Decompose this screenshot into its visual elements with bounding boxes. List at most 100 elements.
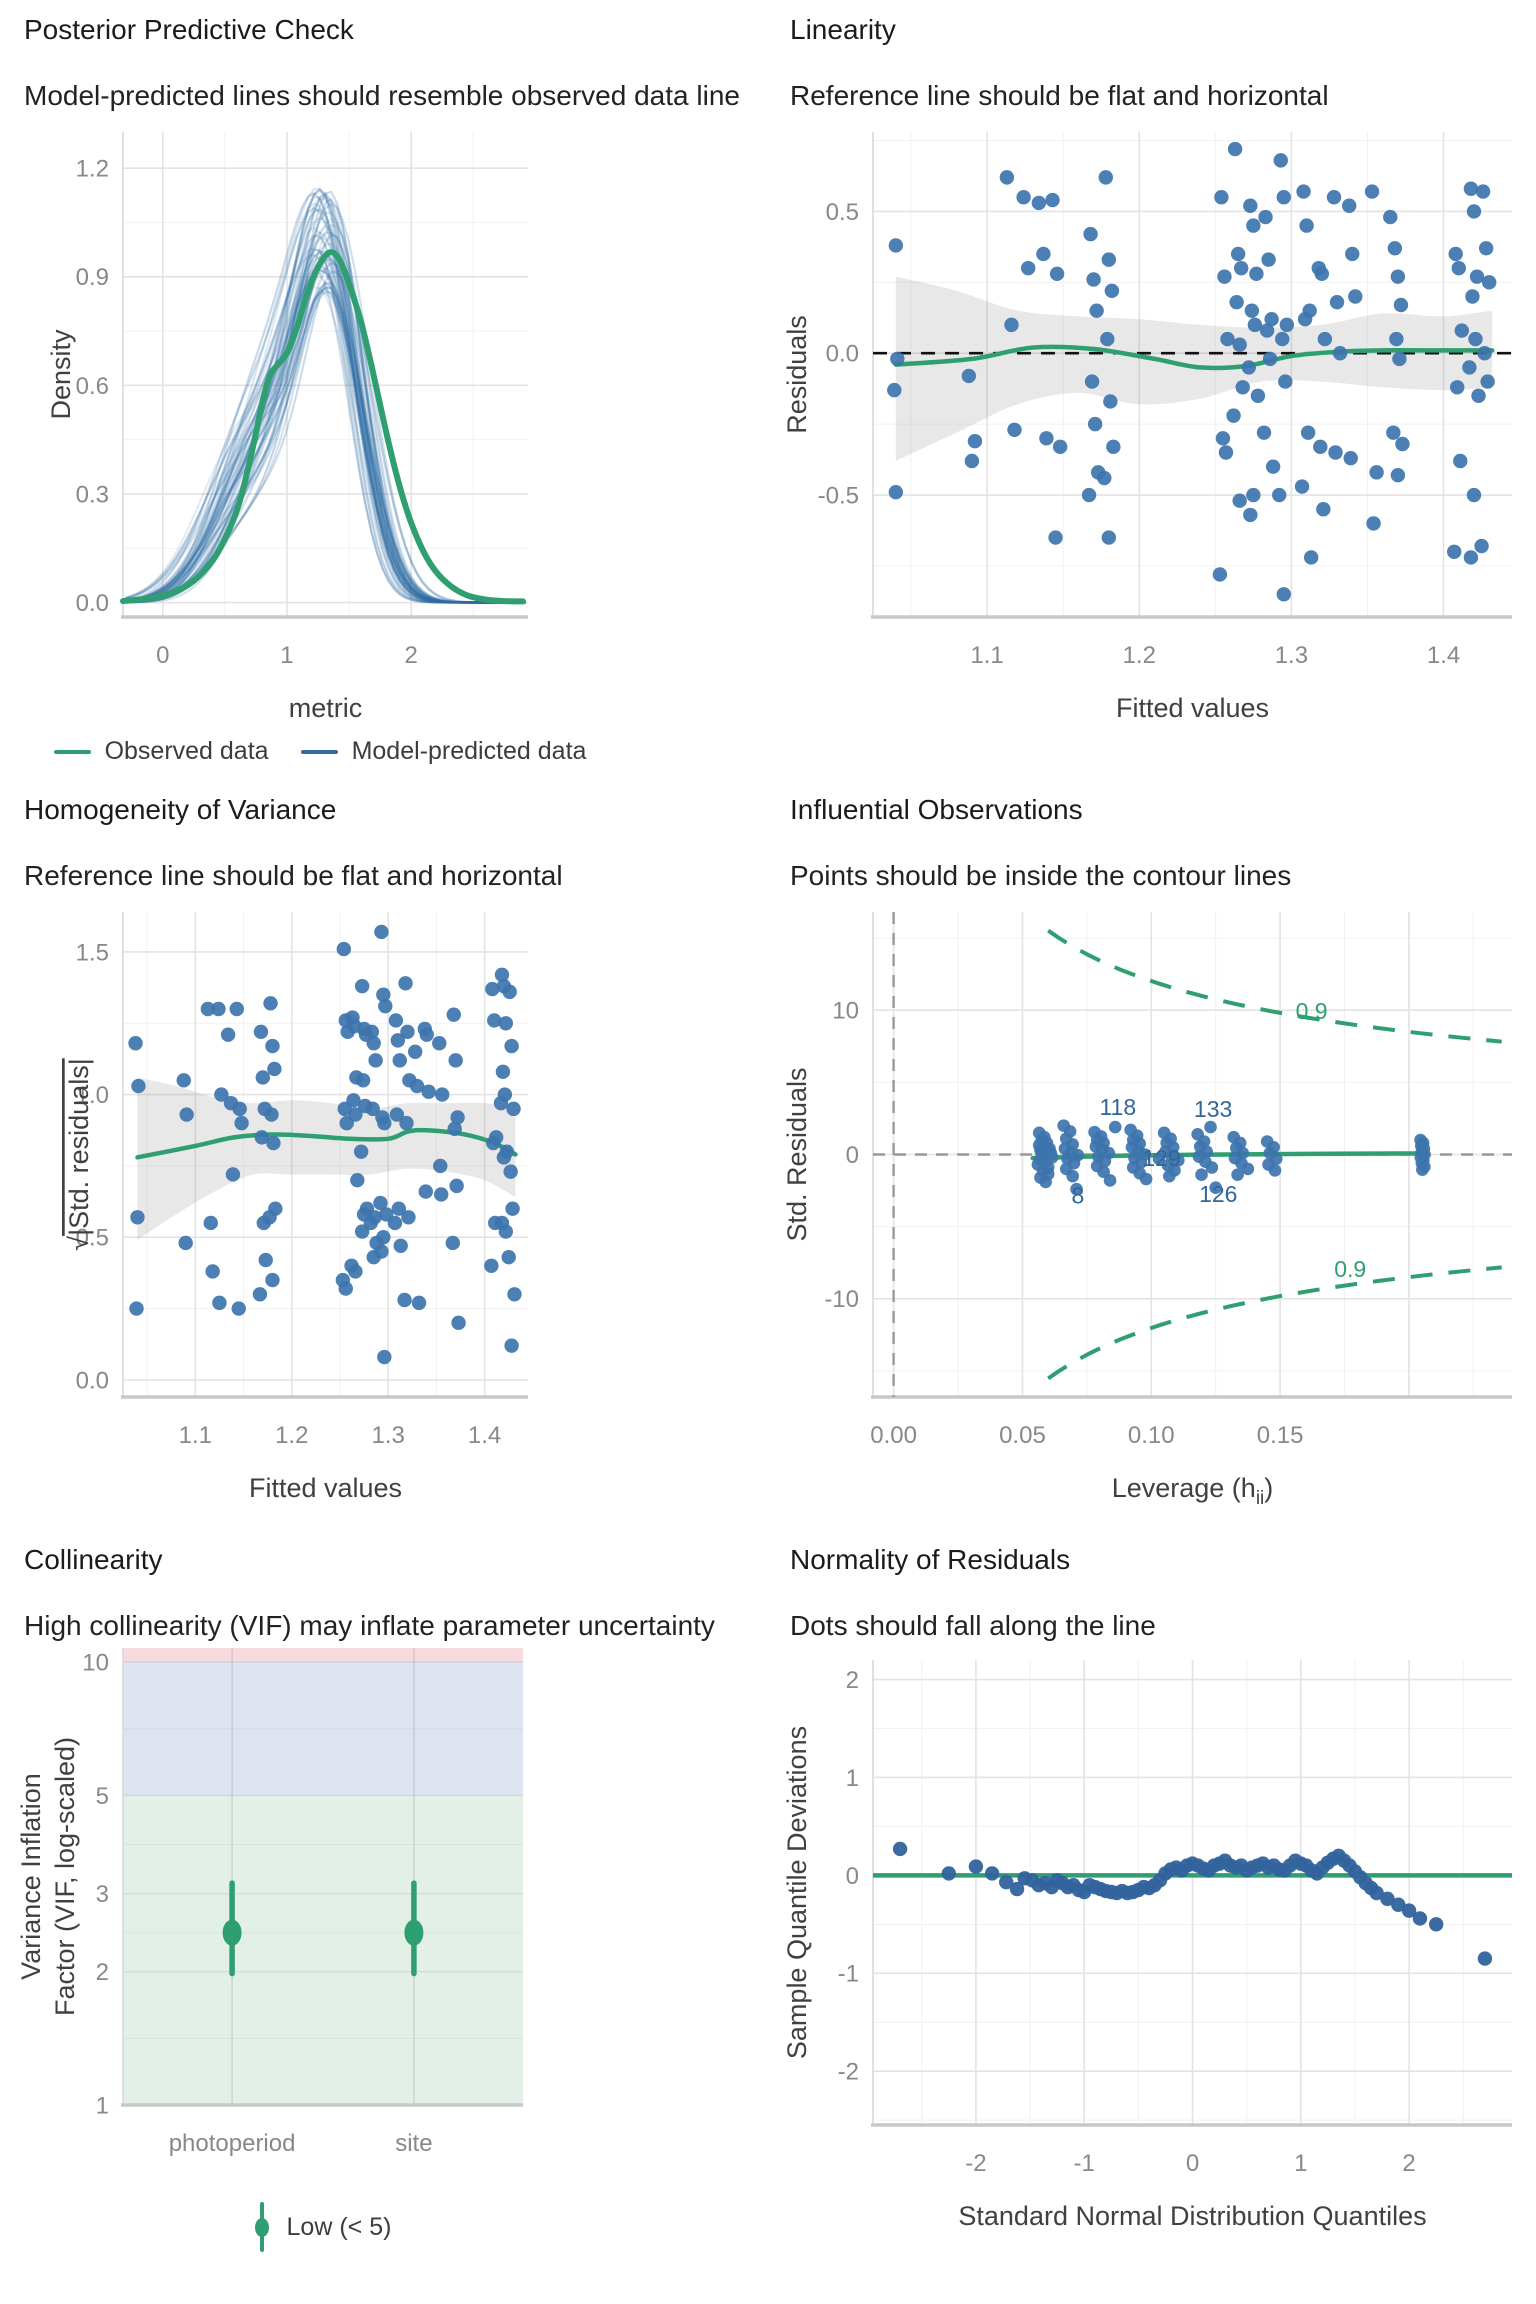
svg-text:Factor (VIF, log-scaled): Factor (VIF, log-scaled) xyxy=(50,1737,80,2016)
svg-text:118: 118 xyxy=(1099,1094,1136,1120)
panel-title: Collinearity xyxy=(24,1544,163,1575)
svg-text:3: 3 xyxy=(96,1881,109,1908)
svg-text:site: site xyxy=(395,2130,432,2157)
influence-leverage-chart: 0.9 0.9 118 133 129 8 126 0.00 0.05 0.10 0.15 -10 0 1… xyxy=(782,912,1512,1509)
svg-text:0: 0 xyxy=(156,642,169,669)
svg-text:photoperiod: photoperiod xyxy=(169,2130,296,2157)
svg-text:133: 133 xyxy=(1194,1096,1232,1122)
svg-text:0.0: 0.0 xyxy=(826,341,859,368)
svg-text:Leverage (hii): Leverage (hii) xyxy=(1112,1473,1274,1509)
ppc-legend: Observed data Model-predicted data xyxy=(53,737,586,766)
predicted-line-swatch xyxy=(300,749,338,754)
svg-text:-10: -10 xyxy=(824,1286,859,1313)
svg-text:-1: -1 xyxy=(1074,2150,1095,2177)
vif-pointrange-chart: photoperiod site 1 2 3 5 10 Variance Inflation F… xyxy=(16,1648,523,2157)
svg-text:10: 10 xyxy=(82,1649,109,1676)
svg-text:1.1: 1.1 xyxy=(179,1422,212,1449)
svg-text:1.2: 1.2 xyxy=(275,1422,308,1449)
svg-text:0.0: 0.0 xyxy=(76,590,109,617)
low-vif-glyph xyxy=(254,2202,269,2252)
svg-text:1.0: 1.0 xyxy=(76,1082,109,1109)
svg-text:2: 2 xyxy=(96,1959,109,1986)
svg-text:8: 8 xyxy=(1071,1183,1084,1209)
panel-normality-of-residuals: Normality of Residuals Dots should fall … xyxy=(768,1530,1536,2304)
legend-item-predicted: Model-predicted data xyxy=(300,737,587,766)
legend-label: Observed data xyxy=(104,737,269,765)
svg-text:√|Std. residuals|: √|Std. residuals| xyxy=(64,1058,94,1250)
observed-line-swatch xyxy=(53,749,91,754)
legend-item-observed: Observed data xyxy=(53,737,269,766)
panel-title: Linearity xyxy=(790,14,896,45)
svg-text:1.5: 1.5 xyxy=(76,939,109,966)
panel-subtitle: Reference line should be flat and horizo… xyxy=(790,80,1329,111)
panel-linearity: Linearity Reference line should be flat … xyxy=(768,0,1536,780)
panel-posterior-predictive-check: Posterior Predictive Check Model-predict… xyxy=(0,0,768,780)
svg-text:1: 1 xyxy=(280,642,293,669)
svg-text:-2: -2 xyxy=(965,2150,986,2177)
svg-text:0.0: 0.0 xyxy=(76,1367,109,1394)
svg-text:0.3: 0.3 xyxy=(76,481,109,508)
panel-collinearity: Collinearity High collinearity (VIF) may… xyxy=(0,1530,768,2304)
svg-text:-2: -2 xyxy=(838,2059,859,2086)
svg-text:1.3: 1.3 xyxy=(371,1422,404,1449)
svg-text:126: 126 xyxy=(1199,1181,1237,1207)
svg-text:0.10: 0.10 xyxy=(1128,1422,1175,1449)
svg-text:10: 10 xyxy=(832,998,859,1025)
panel-title: Influential Observations xyxy=(790,794,1083,825)
panel-subtitle: Dots should fall along the line xyxy=(790,1610,1156,1641)
panel-subtitle: Reference line should be flat and horizo… xyxy=(24,860,563,891)
svg-text:1: 1 xyxy=(96,2092,109,2119)
svg-text:-1: -1 xyxy=(838,1961,859,1988)
panel-subtitle: Points should be inside the contour line… xyxy=(790,860,1292,891)
svg-text:0.5: 0.5 xyxy=(76,1225,109,1252)
svg-text:-0.5: -0.5 xyxy=(818,482,859,509)
svg-text:Std. Residuals: Std. Residuals xyxy=(782,1067,812,1241)
svg-text:Standard Normal Distribution Q: Standard Normal Distribution Quantiles xyxy=(958,2201,1426,2231)
panel-title: Normality of Residuals xyxy=(790,1544,1071,1575)
svg-text:metric: metric xyxy=(289,693,363,723)
svg-text:5: 5 xyxy=(96,1783,109,1810)
svg-text:Residuals: Residuals xyxy=(782,315,812,434)
svg-text:0: 0 xyxy=(846,1863,859,1890)
svg-text:Fitted values: Fitted values xyxy=(1116,693,1269,723)
svg-text:1: 1 xyxy=(846,1765,859,1792)
svg-text:Variance Inflation: Variance Inflation xyxy=(16,1773,46,1980)
vif-legend: Low (< 5) xyxy=(123,2202,523,2252)
svg-text:1.4: 1.4 xyxy=(1427,642,1460,669)
glyph-dot xyxy=(254,2218,269,2237)
svg-text:1.4: 1.4 xyxy=(468,1422,501,1449)
svg-text:129: 129 xyxy=(1142,1145,1180,1171)
panel-title: Homogeneity of Variance xyxy=(24,794,337,825)
qq-worm-chart: -2 -1 0 1 2 -2 -1 0 1 2 Standard Normal Distributi… xyxy=(782,1660,1512,2231)
svg-text:1.3: 1.3 xyxy=(1275,642,1308,669)
linearity-scatter-chart: 1.1 1.2 1.3 1.4 -0.5 0.0 0.5 Fitted values Resid… xyxy=(782,132,1512,723)
svg-text:Fitted values: Fitted values xyxy=(249,1473,402,1503)
svg-text:1.2: 1.2 xyxy=(1123,642,1156,669)
svg-text:0: 0 xyxy=(1186,2150,1199,2177)
svg-text:Sample Quantile Deviations: Sample Quantile Deviations xyxy=(782,1726,812,2059)
svg-text:2: 2 xyxy=(405,642,418,669)
homogeneity-scatter-chart: 1.1 1.2 1.3 1.4 0.0 0.5 1.0 1.5 Fitted values √|S… xyxy=(64,912,528,1503)
svg-text:2: 2 xyxy=(1402,2150,1415,2177)
svg-text:0.15: 0.15 xyxy=(1257,1422,1304,1449)
panel-subtitle: Model-predicted lines should resemble ob… xyxy=(24,80,740,111)
svg-text:0.00: 0.00 xyxy=(870,1422,917,1449)
svg-text:0: 0 xyxy=(846,1142,859,1169)
ppc-density-chart: 0 1 2 0.0 0.3 0.6 0.9 1.2 metric Density xyxy=(46,132,528,723)
panel-title: Posterior Predictive Check xyxy=(24,14,354,45)
svg-text:0.9: 0.9 xyxy=(1334,1256,1366,1282)
legend-label: Model-predicted data xyxy=(351,737,587,765)
svg-text:Density: Density xyxy=(46,329,76,420)
svg-text:1: 1 xyxy=(1294,2150,1307,2177)
svg-text:2: 2 xyxy=(846,1667,859,1694)
panel-subtitle: High collinearity (VIF) may inflate para… xyxy=(24,1610,715,1641)
legend-label: Low (< 5) xyxy=(286,2212,392,2241)
svg-text:1.2: 1.2 xyxy=(76,156,109,183)
panel-homogeneity-of-variance: Homogeneity of Variance Reference line s… xyxy=(0,780,768,1530)
svg-text:0.9: 0.9 xyxy=(76,264,109,291)
svg-text:1.1: 1.1 xyxy=(970,642,1003,669)
svg-text:0.9: 0.9 xyxy=(1296,998,1328,1024)
svg-text:0.6: 0.6 xyxy=(76,373,109,400)
svg-text:0.05: 0.05 xyxy=(999,1422,1046,1449)
